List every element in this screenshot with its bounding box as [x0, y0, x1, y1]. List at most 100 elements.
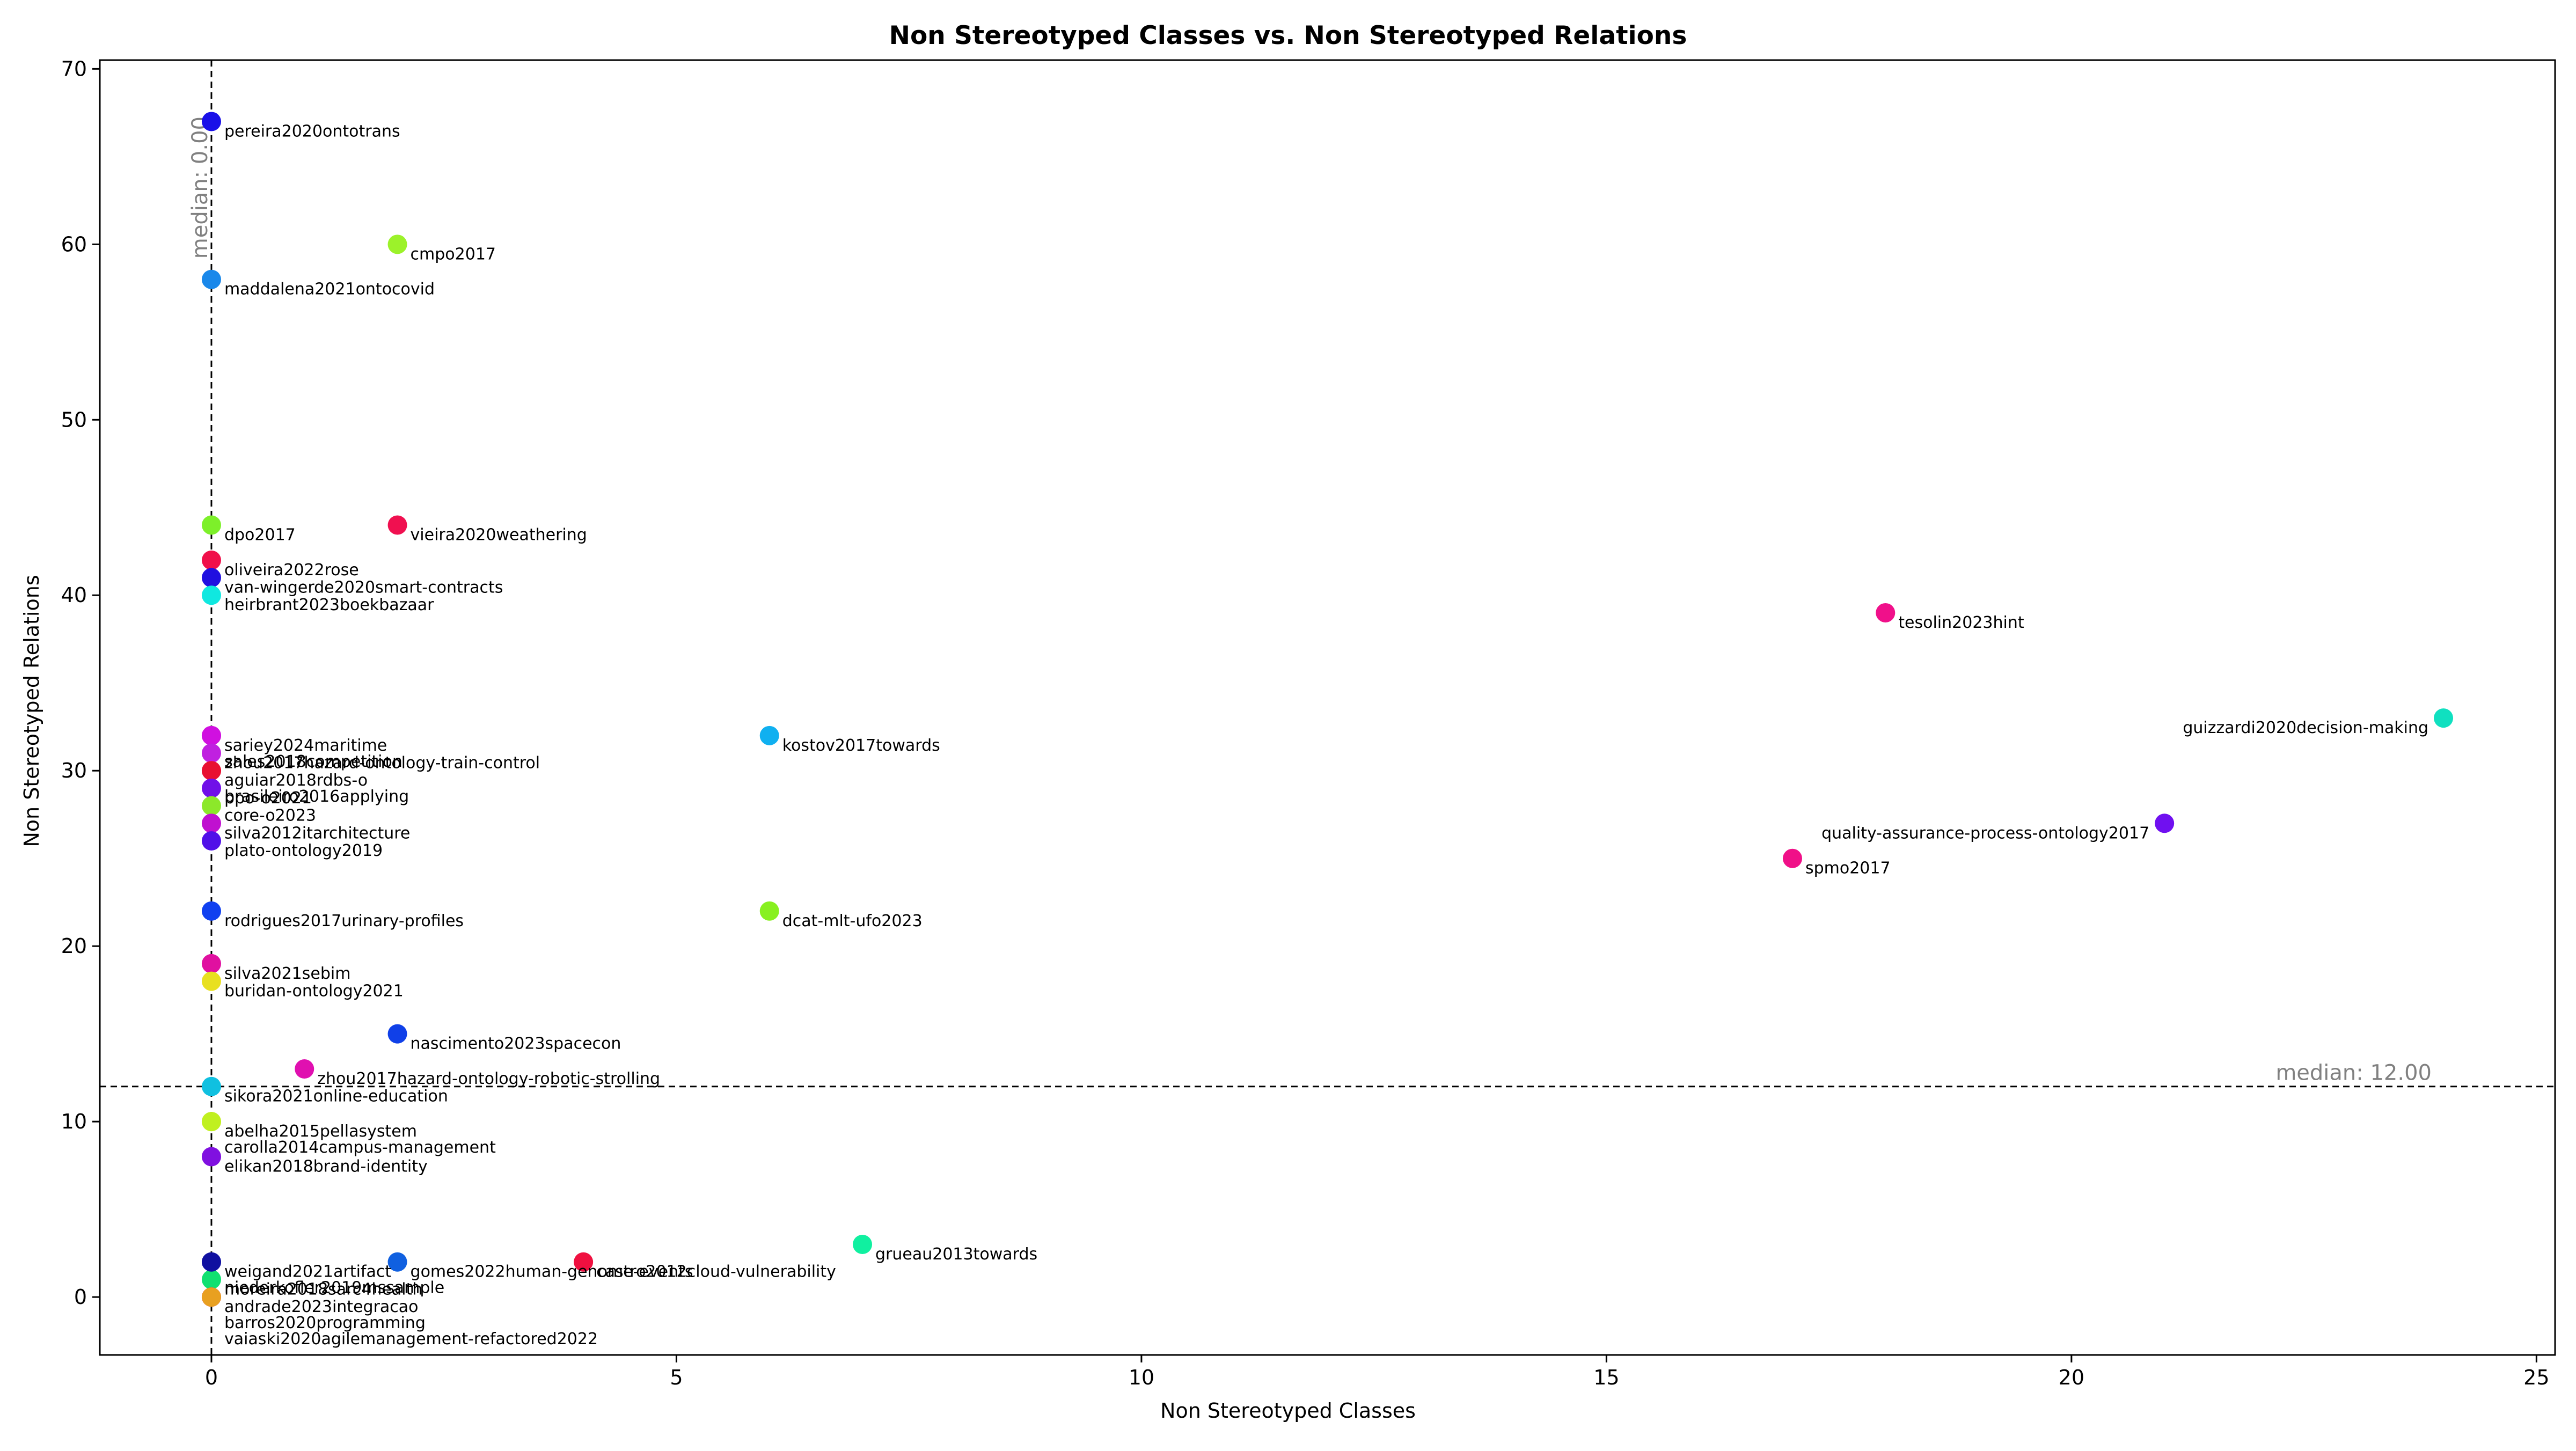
data-point-label: buridan-ontology2021: [224, 982, 404, 1001]
data-point-group: spmo2017: [1782, 848, 1891, 878]
data-point-group: abelha2015pellasystem: [201, 1112, 417, 1141]
chart-title: Non Stereotyped Classes vs. Non Stereoty…: [889, 21, 1687, 50]
data-point-group: guizzardi2020decision-making: [2183, 708, 2454, 737]
x-axis-label: Non Stereotyped Classes: [1160, 1399, 1416, 1423]
data-point: [201, 778, 221, 798]
data-point: [1876, 603, 1896, 622]
data-point: [201, 726, 221, 745]
data-point-label: sales2018competition: [224, 752, 402, 771]
data-point: [853, 1235, 873, 1255]
data-point: [201, 1252, 221, 1272]
y-tick-label: 30: [61, 759, 87, 782]
data-point-group: zhou2017hazard-ontology-train-control: [201, 743, 540, 773]
data-point-group: carolla2014campus-management: [201, 1112, 496, 1157]
data-point-group: brasileiro2016applying: [201, 761, 409, 806]
data-point-group: kostov2017towards: [759, 726, 940, 755]
data-point-label: zhou2017hazard-ontology-robotic-strollin…: [317, 1069, 660, 1088]
data-point: [201, 515, 221, 535]
data-point-label: heirbrant2023boekbazaar: [224, 596, 434, 614]
data-point-group: dcat-mlt-ufo2023: [759, 901, 923, 930]
data-point-group: maddalena2021ontocovid: [201, 269, 435, 299]
data-point: [387, 1252, 407, 1272]
data-point-group: oliveira2022rose: [201, 550, 359, 580]
data-point: [759, 726, 779, 745]
data-point: [201, 814, 221, 833]
plot-area: median: 0.00 median: 12.00 pereira2020onto…: [100, 60, 2555, 1355]
data-point-label: niederkofler2019mssample: [224, 1279, 444, 1298]
data-point-group: weigand2021artifact: [201, 1252, 391, 1281]
data-point-label: ppo-o2021: [224, 789, 312, 808]
data-point-label: nascimento2023spacecon: [411, 1035, 621, 1053]
data-point-label: sariey2024maritime: [224, 736, 387, 755]
y-tick-label: 50: [61, 408, 87, 431]
data-point-label: weigand2021artifact: [224, 1263, 391, 1281]
data-point: [201, 112, 221, 131]
data-point-label: grueau2013towards: [875, 1245, 1037, 1264]
data-point-label: plato-ontology2019: [224, 841, 383, 860]
data-point-label: silva2021sebim: [224, 964, 350, 983]
data-point-group: quality-assurance-process-ontology2017: [1821, 814, 2175, 842]
data-point-group: elikan2018brand-identity: [201, 1147, 428, 1176]
data-point-label: castro2012cloud-vulnerability: [596, 1263, 836, 1281]
data-point: [295, 1059, 314, 1079]
data-point: [201, 568, 221, 588]
data-point-label: elikan2018brand-identity: [224, 1157, 428, 1176]
data-point: [201, 743, 221, 763]
data-point: [201, 971, 221, 991]
axes: 0 5 10 15 20 25 0 10 20 30 40 50 60 70: [61, 57, 2550, 1389]
data-point-label: zhou2017hazard-ontology-train-control: [224, 754, 540, 773]
data-point-label: maddalena2021ontocovid: [224, 280, 435, 299]
data-point-group: sikora2021online-education: [201, 1076, 448, 1106]
data-point-group: dpo2017: [201, 515, 296, 544]
median-label-y: median: 12.00: [2275, 1061, 2432, 1086]
data-point-label: moreira2018sarc4health: [224, 1280, 422, 1299]
data-point: [2155, 814, 2175, 833]
data-point: [387, 234, 407, 254]
data-point-label: andrade2023integracao: [224, 1298, 419, 1316]
data-point: [574, 1252, 594, 1272]
data-point-label: pereira2020ontotrans: [224, 122, 400, 141]
x-tick-label: 5: [670, 1366, 683, 1389]
data-point-group: grueau2013towards: [853, 1235, 1037, 1264]
data-point-label: oliveira2022rose: [224, 561, 359, 580]
data-point-group: rodrigues2017urinary-profiles: [201, 901, 464, 930]
data-point-label: van-wingerde2020smart-contracts: [224, 578, 503, 597]
data-point-group: sales2018competition: [201, 726, 402, 771]
data-point: [201, 269, 221, 289]
y-tick-label: 40: [61, 583, 87, 607]
data-point-group: pereira2020ontotrans: [201, 112, 400, 141]
data-point-label: core-o2023: [224, 807, 316, 825]
data-point-label: aguiar2018rdbs-o: [224, 771, 368, 790]
data-point-group: niederkofler2019mssample: [201, 1252, 444, 1298]
data-point: [201, 585, 221, 605]
data-point-label: spmo2017: [1805, 859, 1891, 878]
data-point-label: sikora2021online-education: [224, 1087, 448, 1106]
data-point: [387, 1024, 407, 1044]
data-point-group: tesolin2023hint: [1876, 603, 2024, 632]
data-point-label: vaiaski2020agilemanagement-refactored202…: [224, 1330, 598, 1349]
data-point-group: silva2012itarchitecture: [201, 814, 410, 842]
data-point: [201, 901, 221, 921]
x-tick-label: 20: [2059, 1366, 2084, 1389]
data-point-group: plato-ontology2019: [201, 831, 383, 860]
data-point-group: nascimento2023spacecon: [387, 1024, 621, 1053]
x-tick-label: 25: [2523, 1366, 2549, 1389]
data-point-group: moreira2018sarc4health: [201, 1270, 422, 1299]
data-point-label: brasileiro2016applying: [224, 787, 409, 806]
data-point-label: guizzardi2020decision-making: [2183, 719, 2428, 737]
plot-frame: [99, 59, 2556, 1356]
data-point-group: castro2012cloud-vulnerability: [574, 1252, 836, 1281]
data-point: [201, 1076, 221, 1096]
data-point-group: sariey2024maritime: [201, 726, 387, 755]
data-point: [759, 901, 779, 921]
y-tick-label: 60: [61, 232, 87, 256]
y-tick-label: 10: [61, 1110, 87, 1133]
data-point: [387, 515, 407, 535]
median-label-x: median: 0.00: [188, 116, 213, 259]
data-point-label: carolla2014campus-management: [224, 1138, 496, 1157]
data-point-label: cmpo2017: [411, 245, 496, 263]
data-point: [1782, 848, 1802, 868]
data-point-group: cmpo2017: [387, 234, 496, 263]
